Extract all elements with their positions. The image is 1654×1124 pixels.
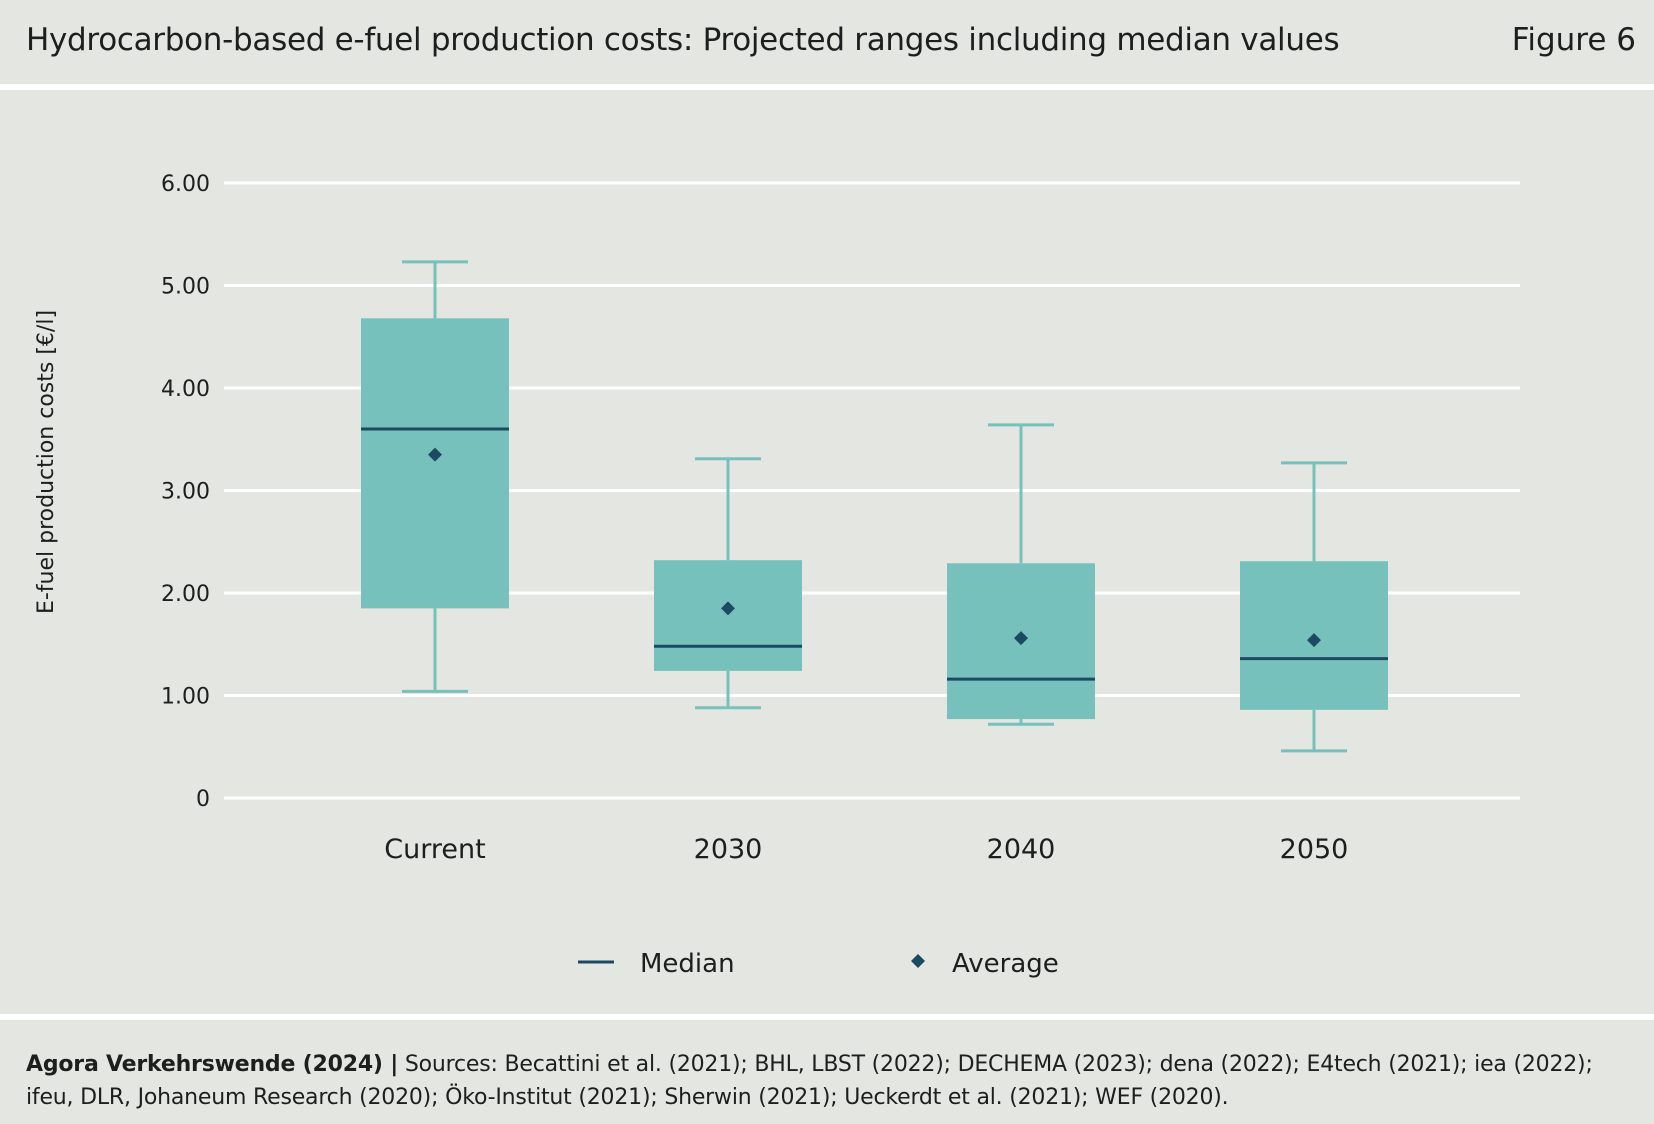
x-tick-label: Current bbox=[384, 834, 485, 865]
sources-text: Sources: Becattini et al. (2021); BHL, L… bbox=[398, 1052, 1593, 1077]
footer-divider bbox=[0, 1014, 1654, 1020]
figure-title: Hydrocarbon-based e-fuel production cost… bbox=[26, 22, 1340, 58]
box-plot-chart: 0 1.00 2.00 3.00 4.00 5.00 6.00 Current 2030 204… bbox=[34, 172, 1520, 979]
average-marker bbox=[1014, 631, 1028, 646]
chart-legend: Median Average bbox=[578, 949, 1059, 979]
source-organization: Agora Verkehrswende (2024) | bbox=[26, 1052, 399, 1077]
x-axis-ticks: Current 2030 2040 2050 bbox=[384, 834, 1348, 865]
y-axis-ticks: 0 1.00 2.00 3.00 4.00 5.00 6.00 bbox=[161, 172, 210, 812]
box-2030 bbox=[654, 457, 802, 710]
interquartile-box bbox=[361, 318, 509, 609]
average-marker bbox=[721, 601, 735, 616]
legend-average-label: Average bbox=[952, 949, 1059, 979]
y-tick-label: 0 bbox=[196, 787, 210, 812]
y-tick-label: 2.00 bbox=[161, 582, 210, 607]
box-plot-series bbox=[361, 260, 1388, 753]
x-tick-label: 2040 bbox=[987, 834, 1056, 865]
interquartile-box bbox=[654, 560, 802, 671]
x-tick-label: 2030 bbox=[694, 834, 763, 865]
figure-number: Figure 6 bbox=[1511, 22, 1636, 58]
box-current bbox=[361, 260, 509, 693]
x-tick-label: 2050 bbox=[1280, 834, 1349, 865]
header-divider bbox=[0, 84, 1654, 90]
average-marker bbox=[428, 447, 442, 462]
y-tick-label: 4.00 bbox=[161, 377, 210, 402]
y-tick-label: 1.00 bbox=[161, 685, 210, 710]
figure-header: Hydrocarbon-based e-fuel production cost… bbox=[0, 0, 1654, 84]
y-tick-label: 5.00 bbox=[161, 275, 210, 300]
sources-line-1: Agora Verkehrswende (2024) | Sources: Be… bbox=[26, 1048, 1646, 1081]
box-2040 bbox=[947, 423, 1095, 726]
box-2050 bbox=[1240, 461, 1388, 753]
average-marker bbox=[1307, 633, 1321, 648]
legend-median-label: Median bbox=[640, 949, 735, 979]
y-tick-label: 3.00 bbox=[161, 480, 210, 505]
sources-line-2: ifeu, DLR, Johaneum Research (2020); Öko… bbox=[26, 1085, 1229, 1110]
y-axis-title: E-fuel production costs [€/l] bbox=[34, 310, 59, 614]
y-tick-label: 6.00 bbox=[161, 172, 210, 197]
legend-average-swatch bbox=[911, 954, 925, 968]
figure-footer: Agora Verkehrswende (2024) | Sources: Be… bbox=[26, 1048, 1646, 1114]
